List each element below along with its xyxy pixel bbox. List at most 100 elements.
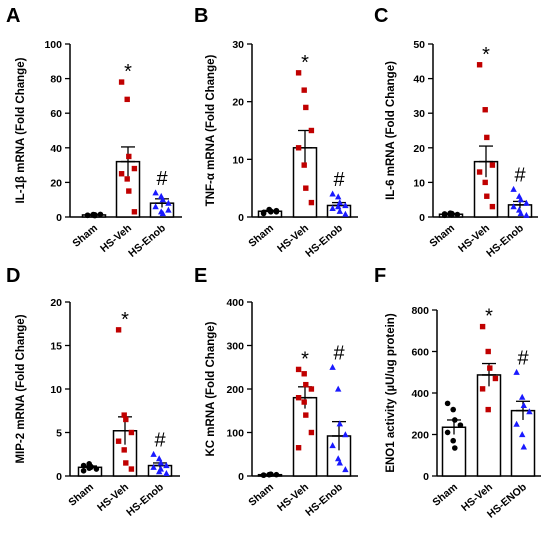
data-point bbox=[342, 466, 349, 473]
data-point bbox=[118, 171, 125, 177]
x-category-label: HS-Enob bbox=[124, 481, 166, 519]
y-tick-label: 20 bbox=[232, 97, 244, 109]
data-point bbox=[489, 162, 496, 168]
data-point bbox=[519, 393, 526, 400]
data-point bbox=[336, 420, 343, 427]
y-tick-label: 10 bbox=[232, 154, 244, 166]
data-point bbox=[513, 368, 520, 375]
data-point bbox=[126, 188, 132, 194]
y-axis-title: TNF-α mRNA (Fold Change) bbox=[205, 55, 217, 207]
y-axis-title: IL-6 mRNA (Fold Change) bbox=[385, 61, 397, 200]
data-point bbox=[479, 323, 486, 330]
data-point bbox=[520, 443, 527, 450]
y-tick-label: 10 bbox=[413, 177, 425, 189]
significance-hash: # bbox=[154, 429, 166, 451]
data-point bbox=[80, 467, 87, 474]
data-point bbox=[268, 208, 274, 215]
data-point bbox=[335, 193, 342, 200]
data-point bbox=[485, 406, 491, 413]
data-point bbox=[517, 210, 524, 217]
data-point bbox=[118, 79, 125, 85]
data-point bbox=[301, 87, 307, 93]
y-axis-title: MIP-2 mRNA (Fold Change) bbox=[15, 314, 27, 463]
data-point bbox=[157, 459, 164, 466]
data-point bbox=[336, 207, 343, 214]
data-point bbox=[131, 165, 138, 172]
data-point bbox=[152, 203, 159, 210]
data-point bbox=[152, 189, 159, 196]
data-point bbox=[159, 210, 166, 217]
y-tick-label: 10 bbox=[50, 384, 62, 396]
y-axis-title: IL-1β mRNA (Fold Change) bbox=[15, 57, 27, 203]
significance-star: * bbox=[301, 52, 309, 74]
y-tick-label: 5 bbox=[56, 428, 62, 440]
panel-letter: B bbox=[194, 5, 208, 27]
data-point bbox=[449, 212, 455, 218]
data-point bbox=[444, 400, 451, 407]
data-point bbox=[335, 385, 342, 392]
significance-star: * bbox=[301, 348, 309, 370]
data-point bbox=[308, 199, 315, 206]
data-point bbox=[510, 203, 517, 210]
significance-star: * bbox=[124, 61, 132, 83]
panel-letter: E bbox=[194, 265, 207, 287]
data-point bbox=[88, 463, 94, 470]
data-point bbox=[301, 371, 307, 377]
x-category-label: HS-Enob bbox=[484, 222, 526, 260]
data-point bbox=[484, 193, 490, 199]
data-point bbox=[523, 211, 530, 218]
data-point bbox=[517, 196, 524, 203]
data-point bbox=[97, 211, 104, 218]
panel-F: F ENO1 activity (µU/ug protein) 0 200 400 600… bbox=[374, 265, 541, 521]
data-point bbox=[479, 386, 486, 392]
panel-letter: C bbox=[374, 5, 388, 27]
y-axis-title: ENO1 activity (µU/ug protein) bbox=[385, 313, 397, 473]
data-point bbox=[128, 466, 135, 472]
data-point bbox=[487, 365, 493, 371]
data-point bbox=[163, 462, 170, 469]
data-point bbox=[163, 469, 170, 476]
x-category-label: Sham bbox=[70, 222, 100, 250]
data-point bbox=[476, 62, 483, 68]
data-point bbox=[150, 463, 157, 470]
data-point bbox=[444, 429, 451, 436]
data-point bbox=[510, 185, 517, 192]
data-point bbox=[126, 153, 132, 160]
y-tick-label: 300 bbox=[226, 341, 244, 353]
y-tick-label: 20 bbox=[413, 143, 425, 155]
y-axis-title: KC mRNA (Fold Change) bbox=[205, 321, 217, 456]
data-point bbox=[303, 412, 309, 418]
y-tick-label: 30 bbox=[232, 39, 244, 51]
data-point bbox=[123, 416, 129, 423]
data-point bbox=[124, 96, 130, 103]
data-point bbox=[336, 459, 343, 466]
y-tick-label: 0 bbox=[56, 212, 62, 224]
data-point bbox=[520, 402, 527, 409]
y-tick-label: 100 bbox=[226, 428, 244, 440]
significance-star: * bbox=[482, 44, 490, 66]
y-tick-label: 200 bbox=[411, 430, 429, 442]
x-category-label: HS-Enob bbox=[303, 481, 345, 519]
data-point bbox=[295, 145, 302, 151]
y-tick-label: 0 bbox=[238, 212, 244, 224]
x-category-label: HS-Enob bbox=[126, 222, 168, 260]
data-point bbox=[308, 386, 315, 392]
y-tick-label: 50 bbox=[413, 39, 425, 51]
y-tick-label: 600 bbox=[411, 347, 429, 359]
data-point bbox=[342, 202, 349, 209]
data-point bbox=[159, 196, 166, 203]
significance-hash: # bbox=[517, 347, 529, 369]
data-point bbox=[482, 179, 488, 186]
data-point bbox=[450, 437, 457, 444]
data-point bbox=[92, 211, 98, 218]
significance-hash: # bbox=[514, 164, 526, 186]
data-point bbox=[303, 185, 309, 191]
y-tick-label: 400 bbox=[226, 297, 244, 309]
data-point bbox=[295, 395, 302, 401]
panel-A: A IL-1β mRNA (Fold Change) 0 20 40 60 80 100 Sha… bbox=[6, 5, 182, 260]
y-tick-label: 0 bbox=[423, 471, 429, 483]
y-tick-label: 800 bbox=[411, 305, 429, 317]
data-point bbox=[335, 203, 342, 210]
data-point bbox=[476, 169, 483, 175]
